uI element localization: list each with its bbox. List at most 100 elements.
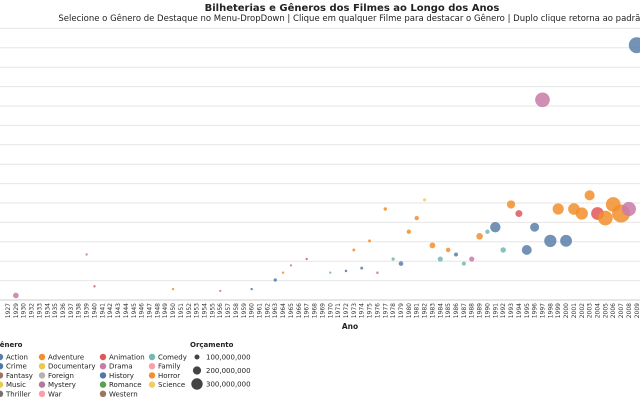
x-tick-label: 1927 (5, 303, 12, 318)
data-point[interactable] (621, 201, 637, 217)
legend-swatch[interactable] (38, 381, 46, 388)
legend-swatch[interactable] (38, 353, 46, 361)
data-point[interactable] (85, 253, 88, 256)
x-tick-label: 1955 (209, 303, 216, 318)
legend-swatch[interactable] (99, 353, 107, 361)
legend-swatch[interactable] (99, 363, 107, 370)
data-point[interactable] (368, 239, 372, 243)
legend[interactable]: Gênero Action Adventure Animation Comedy Crim… (0, 341, 251, 398)
legend-swatch[interactable] (0, 372, 4, 379)
legend-item-label[interactable]: Family (158, 363, 181, 371)
legend-item-label[interactable]: History (109, 372, 134, 380)
legend-swatch[interactable] (99, 381, 107, 388)
legend-item-label[interactable]: Animation (109, 354, 145, 362)
legend-item-label[interactable]: War (48, 390, 62, 398)
data-point[interactable] (469, 256, 475, 262)
legend-swatch[interactable] (0, 381, 4, 388)
x-tick-label: 1967 (304, 303, 311, 318)
x-tick-label: 1964 (280, 303, 287, 318)
data-point[interactable] (485, 229, 490, 234)
legend-item-label[interactable]: Drama (109, 363, 133, 371)
data-points[interactable] (13, 37, 640, 299)
x-tick-label: 1981 (414, 303, 421, 318)
data-point[interactable] (281, 271, 285, 274)
data-point[interactable] (383, 207, 388, 211)
legend-item-label[interactable]: Mystery (48, 381, 76, 389)
x-tick-label: 2006 (610, 303, 617, 318)
data-point[interactable] (329, 271, 332, 274)
legend-swatch[interactable] (38, 372, 46, 379)
legend-item-label[interactable]: Action (6, 354, 28, 362)
data-point[interactable] (461, 261, 466, 266)
data-point[interactable] (530, 222, 540, 232)
legend-item-label[interactable]: Foreign (48, 372, 74, 380)
x-tick-label: 1982 (422, 303, 429, 318)
legend-item-label[interactable]: Fantasy (6, 372, 33, 380)
legend-swatch[interactable] (0, 353, 4, 361)
data-point[interactable] (437, 256, 443, 262)
data-point[interactable] (398, 261, 404, 266)
legend-genre-title: Gênero (0, 341, 23, 349)
data-point[interactable] (376, 271, 379, 274)
data-point[interactable] (273, 278, 277, 282)
legend-swatch[interactable] (99, 372, 107, 379)
data-point[interactable] (454, 252, 459, 257)
data-point[interactable] (584, 190, 595, 201)
x-tick-label: 1969 (319, 303, 326, 318)
legend-swatch[interactable] (0, 390, 4, 397)
data-point[interactable] (445, 247, 451, 253)
x-tick-label: 1942 (107, 303, 114, 318)
legend-swatch[interactable] (38, 390, 46, 397)
data-point[interactable] (391, 257, 395, 261)
x-tick-label: 2007 (618, 303, 625, 318)
legend-swatch[interactable] (38, 363, 46, 370)
data-point[interactable] (352, 248, 356, 252)
data-point[interactable] (490, 222, 501, 233)
data-point[interactable] (429, 242, 436, 249)
data-point[interactable] (515, 210, 523, 218)
x-tick-label: 1972 (343, 303, 350, 318)
x-tick-label: 1990 (484, 303, 491, 318)
legend-swatch[interactable] (0, 363, 4, 370)
data-point[interactable] (500, 247, 506, 253)
data-point[interactable] (535, 92, 550, 108)
legend-swatch[interactable] (148, 372, 156, 379)
data-point[interactable] (219, 289, 222, 293)
legend-swatch[interactable] (148, 353, 156, 361)
legend-item-label[interactable]: Western (109, 390, 138, 398)
legend-item-label[interactable]: Documentary (48, 363, 96, 371)
x-tick-label: 1951 (178, 303, 185, 318)
data-point[interactable] (93, 285, 96, 288)
legend-item-label[interactable]: Science (158, 381, 185, 389)
legend-item-label[interactable]: Music (6, 381, 26, 389)
data-point[interactable] (575, 207, 588, 220)
data-point[interactable] (476, 233, 483, 240)
data-point[interactable] (360, 266, 364, 270)
legend-item-label[interactable]: Thriller (5, 390, 31, 398)
legend-item-label[interactable]: Romance (109, 381, 142, 389)
legend-swatch[interactable] (99, 390, 107, 397)
legend-swatch[interactable] (148, 363, 156, 370)
data-point[interactable] (414, 215, 419, 221)
data-point[interactable] (598, 210, 613, 226)
data-point[interactable] (406, 229, 412, 234)
data-point[interactable] (628, 37, 640, 54)
data-point[interactable] (521, 245, 532, 255)
data-point[interactable] (560, 234, 572, 247)
legend-item-label[interactable]: Comedy (158, 354, 187, 362)
data-point[interactable] (544, 234, 557, 247)
data-point[interactable] (289, 264, 293, 267)
chart-subtitle: Selecione o Gênero de Destaque no Menu-D… (58, 13, 640, 24)
data-point[interactable] (305, 257, 308, 261)
data-point[interactable] (13, 292, 19, 299)
data-point[interactable] (506, 200, 516, 209)
legend-item-label[interactable]: Crime (6, 363, 27, 371)
legend-swatch[interactable] (148, 381, 156, 388)
data-point[interactable] (171, 287, 175, 291)
legend-item-label[interactable]: Horror (158, 372, 180, 380)
legend-item-label[interactable]: Adventure (48, 354, 84, 362)
data-point[interactable] (422, 198, 427, 202)
data-point[interactable] (344, 269, 348, 273)
data-point[interactable] (250, 287, 253, 291)
data-point[interactable] (552, 203, 564, 215)
